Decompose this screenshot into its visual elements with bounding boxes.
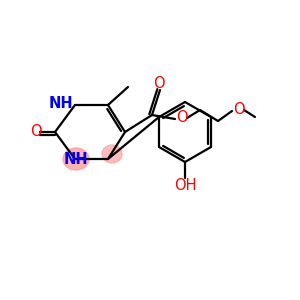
Text: NH: NH <box>49 97 73 112</box>
Text: O: O <box>176 110 188 125</box>
Text: O: O <box>30 124 42 140</box>
Ellipse shape <box>102 145 122 163</box>
Text: O: O <box>233 103 245 118</box>
Text: O: O <box>153 76 165 91</box>
Text: NH: NH <box>64 152 88 166</box>
Text: OH: OH <box>174 178 196 194</box>
Ellipse shape <box>63 148 89 170</box>
